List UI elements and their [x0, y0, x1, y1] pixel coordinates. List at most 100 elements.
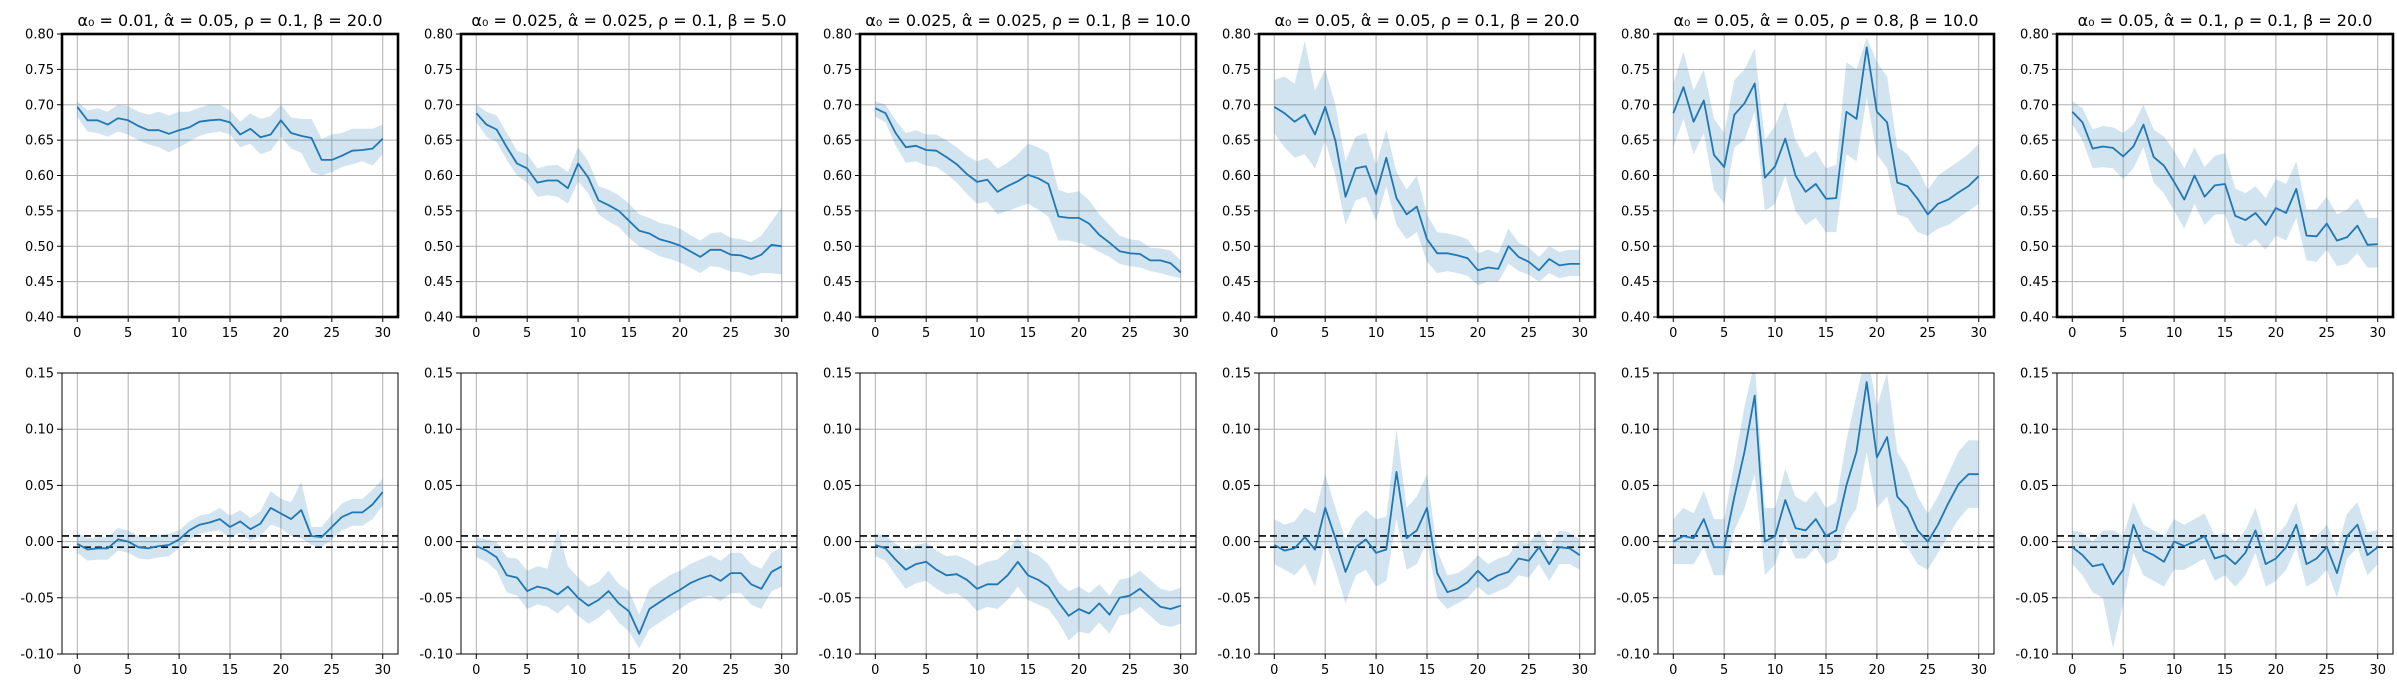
x-tick-label: 10 [2166, 326, 2183, 341]
y-tick-label: -0.05 [20, 591, 54, 606]
mean-line [1273, 470, 1581, 594]
mean-line [875, 544, 1181, 617]
y-tick-label: 0.45 [1621, 275, 1650, 290]
x-tick-label: 30 [1571, 663, 1588, 678]
subplot-top-3: 0 5 10 15 20 25 30 0.40 0.45 0.50 0.55 0.60 0.65 0.70… [823, 11, 1198, 341]
y-tick-label: -0.10 [1616, 648, 1650, 663]
y-tick-label: 0.40 [1621, 311, 1650, 326]
y-tick-label: 0.45 [424, 275, 453, 290]
y-tick-label: 0.40 [2020, 311, 2049, 326]
x-tick-label: 10 [2166, 663, 2183, 678]
y-tick-label: 0.45 [823, 275, 852, 290]
y-tick-label: 0.80 [2020, 28, 2049, 43]
y-tick-label: 0.65 [424, 134, 453, 149]
y-tick-label: 0.05 [424, 479, 453, 494]
mean-line [1273, 106, 1580, 272]
y-tick-label: 0.65 [2020, 134, 2049, 149]
x-tick-label: 15 [1818, 326, 1835, 341]
plot-area [874, 101, 1182, 279]
x-tick-label: 15 [1020, 326, 1037, 341]
x-tick-label: 5 [1720, 663, 1728, 678]
x-tick-label: 25 [723, 663, 740, 678]
mean-line [76, 106, 384, 161]
y-tick-label: 0.75 [1222, 63, 1251, 78]
x-tick-label: 25 [1521, 326, 1538, 341]
subplot-bottom-4: 0 5 10 15 20 25 30 -0.10 -0.05 0.00 0.05 0.10 0.15 [1217, 367, 1596, 678]
x-tick-label: 30 [1970, 326, 1987, 341]
x-tick-label: 20 [1470, 326, 1487, 341]
y-tick-label: 0.15 [1621, 367, 1650, 382]
plot-area [1672, 37, 1980, 236]
y-tick-label: 0.00 [2020, 535, 2049, 550]
confidence-band [875, 101, 1181, 279]
x-tick-label: 15 [222, 326, 239, 341]
confidence-band [875, 533, 1181, 641]
y-tick-label: 0.15 [2020, 367, 2049, 382]
x-tick-label: 20 [1071, 663, 1088, 678]
y-tick-label: 0.50 [424, 240, 453, 255]
y-tick-label: -0.10 [1217, 648, 1251, 663]
y-tick-label: 0.60 [25, 169, 54, 184]
y-tick-label: -0.05 [1616, 591, 1650, 606]
subplot-title: α₀ = 0.05, α̂ = 0.1, ρ = 0.1, β = 20.0 [2078, 11, 2373, 30]
plot-area [461, 528, 797, 649]
subplot-title: α₀ = 0.025, α̂ = 0.025, ρ = 0.1, β = 5.0 [471, 11, 786, 30]
x-tick-label: 20 [2268, 663, 2285, 678]
x-tick-label: 10 [1368, 326, 1385, 341]
y-tick-label: 0.70 [25, 98, 54, 113]
plot-area [62, 478, 398, 561]
x-tick-label: 0 [472, 326, 480, 341]
x-tick-label: 15 [2217, 663, 2234, 678]
y-tick-label: -0.10 [2015, 648, 2049, 663]
x-tick-label: 10 [969, 663, 986, 678]
y-tick-label: 0.70 [2020, 98, 2049, 113]
x-tick-label: 0 [871, 663, 879, 678]
plot-area [475, 104, 782, 276]
y-tick-label: -0.05 [2015, 591, 2049, 606]
y-tick-label: 0.60 [1621, 169, 1650, 184]
subplot-top-6: 0 5 10 15 20 25 30 0.40 0.45 0.50 0.55 0.60 0.65 0.70… [2020, 11, 2395, 341]
y-tick-label: 0.05 [1621, 479, 1650, 494]
confidence-band [77, 101, 383, 176]
mean-line [475, 545, 783, 635]
y-tick-label: 0.50 [25, 240, 54, 255]
x-tick-label: 25 [1122, 326, 1139, 341]
y-tick-label: 0.55 [424, 204, 453, 219]
y-tick-label: 0.75 [25, 63, 54, 78]
x-tick-label: 30 [2369, 663, 2386, 678]
y-tick-label: -0.10 [20, 648, 54, 663]
y-tick-label: 0.60 [823, 169, 852, 184]
y-tick-label: 0.15 [424, 367, 453, 382]
x-tick-label: 0 [1669, 663, 1677, 678]
x-tick-label: 5 [523, 663, 531, 678]
y-tick-label: -0.10 [818, 648, 852, 663]
y-tick-label: 0.55 [2020, 204, 2049, 219]
mean-line [2071, 523, 2379, 586]
x-tick-label: 5 [1321, 663, 1329, 678]
x-tick-label: 0 [1270, 326, 1278, 341]
confidence-band [1673, 37, 1979, 236]
x-tick-label: 10 [1368, 663, 1385, 678]
y-tick-label: 0.75 [823, 63, 852, 78]
y-tick-label: 0.65 [25, 134, 54, 149]
x-tick-label: 15 [621, 663, 638, 678]
y-tick-label: 0.10 [25, 423, 54, 438]
plot-area [1259, 429, 1595, 609]
y-tick-label: 0.75 [2020, 63, 2049, 78]
y-tick-label: 0.60 [1222, 169, 1251, 184]
y-tick-label: 0.75 [1621, 63, 1650, 78]
subplot-title: α₀ = 0.05, α̂ = 0.05, ρ = 0.8, β = 10.0 [1673, 11, 1978, 30]
x-tick-label: 30 [374, 326, 391, 341]
x-tick-label: 20 [1869, 326, 1886, 341]
x-tick-label: 20 [672, 326, 689, 341]
x-tick-label: 25 [2319, 326, 2336, 341]
y-tick-label: 0.45 [1222, 275, 1251, 290]
y-tick-label: 0.60 [424, 169, 453, 184]
x-tick-label: 25 [723, 326, 740, 341]
y-tick-label: 0.55 [1222, 204, 1251, 219]
y-tick-label: 0.75 [424, 63, 453, 78]
y-tick-label: 0.05 [823, 479, 852, 494]
y-tick-label: 0.55 [25, 204, 54, 219]
subplot-top-1: 0 5 10 15 20 25 30 0.40 0.45 0.50 0.55 0.60 0.65 0.70… [25, 11, 400, 341]
x-tick-label: 15 [1020, 663, 1037, 678]
